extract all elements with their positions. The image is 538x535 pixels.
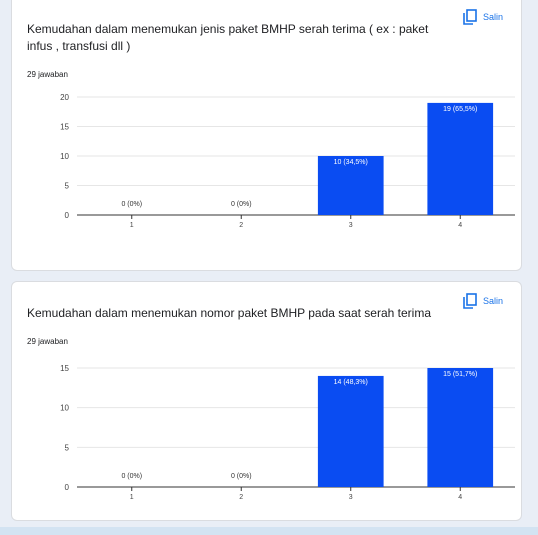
response-count: 29 jawaban — [27, 337, 68, 346]
y-tick-label: 0 — [65, 211, 70, 220]
data-label: 0 (0%) — [231, 201, 252, 208]
copy-icon — [463, 293, 477, 309]
y-tick-label: 10 — [60, 404, 69, 413]
question-title: Kemudahan dalam menemukan nomor paket BM… — [27, 306, 431, 320]
x-tick-label: 1 — [130, 222, 134, 229]
bar — [317, 156, 384, 215]
copy-icon — [463, 9, 477, 25]
x-tick-label: 4 — [458, 494, 462, 501]
x-tick-label: 3 — [349, 494, 353, 501]
data-label: 0 (0%) — [231, 473, 252, 480]
data-label: 0 (0%) — [121, 473, 142, 480]
copy-label: Salin — [482, 296, 503, 306]
bar-chart: 0 5 10 15 20 0 (0%) 1 0 (0%) 2 10 (34,5%) 3 19 (65,… — [60, 93, 515, 229]
data-label: 19 (65,5%) — [443, 106, 477, 113]
x-tick-label: 2 — [239, 222, 243, 229]
copy-label: Salin — [482, 12, 503, 22]
y-tick-label: 15 — [60, 123, 69, 132]
bar — [317, 375, 384, 487]
bar-chart: 0 5 10 15 0 (0%) 1 0 (0%) 2 14 (48,3%) 3 15 (51,7%… — [60, 364, 515, 501]
y-tick-label: 20 — [60, 93, 69, 102]
bar — [427, 368, 494, 487]
data-label: 10 (34,5%) — [334, 159, 368, 166]
data-label: 14 (48,3%) — [334, 379, 368, 386]
page-footer-strip — [0, 527, 538, 535]
copy-chart-button[interactable]: Salin — [463, 9, 503, 25]
y-tick-label: 5 — [65, 182, 70, 191]
y-tick-label: 0 — [65, 483, 70, 492]
response-count: 29 jawaban — [27, 70, 68, 79]
question-title: Kemudahan dalam menemukan jenis paket BM… — [27, 22, 429, 53]
question-card: Salin Kemudahan dalam menemukan nomor pa… — [11, 281, 522, 521]
x-tick-label: 1 — [130, 494, 134, 501]
x-tick-label: 4 — [458, 222, 462, 229]
y-tick-label: 5 — [65, 443, 70, 452]
copy-chart-button[interactable]: Salin — [463, 293, 503, 309]
y-tick-label: 15 — [60, 364, 69, 373]
y-tick-label: 10 — [60, 152, 69, 161]
x-tick-label: 2 — [239, 494, 243, 501]
data-label: 15 (51,7%) — [443, 371, 477, 378]
bar — [427, 102, 494, 215]
data-label: 0 (0%) — [121, 201, 142, 208]
question-card: Salin Kemudahan dalam menemukan jenis pa… — [11, 0, 522, 271]
x-tick-label: 3 — [349, 222, 353, 229]
